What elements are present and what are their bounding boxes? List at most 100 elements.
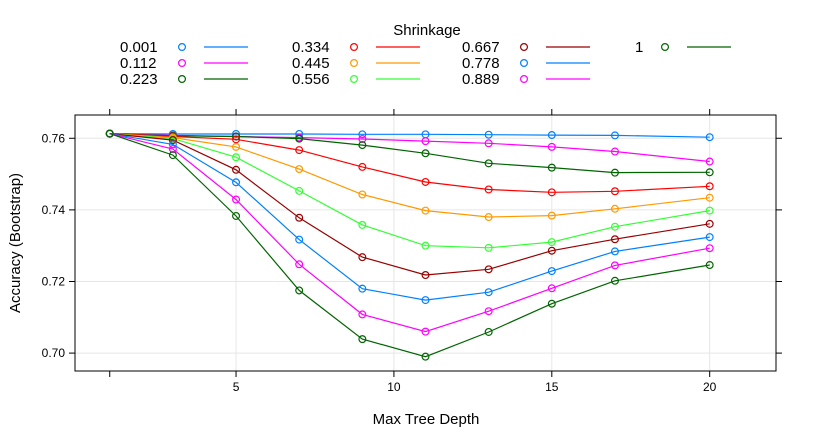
data-point xyxy=(295,165,304,174)
legend-label: 0.556 xyxy=(292,71,330,88)
data-point xyxy=(295,186,304,195)
data-point xyxy=(421,271,430,280)
data-point xyxy=(358,141,367,150)
series-line xyxy=(109,133,710,174)
data-point xyxy=(295,134,304,143)
x-tick-label: 15 xyxy=(545,380,559,394)
data-point xyxy=(358,253,367,262)
legend-marker xyxy=(178,58,187,67)
data-point xyxy=(232,178,241,187)
data-point xyxy=(168,140,177,149)
data-point xyxy=(705,244,714,253)
data-point xyxy=(358,310,367,319)
data-point xyxy=(547,211,556,220)
legend-label: 0.001 xyxy=(120,39,158,56)
data-point xyxy=(610,276,619,285)
data-point xyxy=(610,168,619,177)
data-point xyxy=(421,177,430,186)
legend-item-0.223: 0.223 xyxy=(120,71,248,88)
data-point xyxy=(358,220,367,229)
legend-label: 0.889 xyxy=(462,71,500,88)
data-point xyxy=(295,213,304,222)
data-point xyxy=(421,149,430,158)
data-point xyxy=(168,145,177,154)
x-tick-label: 5 xyxy=(233,380,240,394)
legend-marker xyxy=(350,58,359,67)
legend-item-0.445: 0.445 xyxy=(292,55,420,72)
data-point xyxy=(295,235,304,244)
legend-label: 0.445 xyxy=(292,55,330,72)
series-line xyxy=(109,133,710,193)
data-point xyxy=(232,129,241,138)
data-point xyxy=(484,185,493,194)
legend-item-1: 1 xyxy=(635,39,731,56)
data-point xyxy=(610,204,619,213)
y-tick-label: 0.76 xyxy=(42,131,66,145)
data-point xyxy=(232,153,241,162)
data-point xyxy=(705,219,714,228)
data-point xyxy=(358,190,367,199)
data-point xyxy=(484,130,493,139)
series-0.889 xyxy=(105,129,714,336)
legend-item-0.778: 0.778 xyxy=(462,55,590,72)
legend-item-0.334: 0.334 xyxy=(292,39,420,56)
legend-marker xyxy=(178,74,187,83)
data-point xyxy=(295,286,304,295)
data-point xyxy=(705,261,714,270)
data-point xyxy=(232,142,241,151)
data-point xyxy=(547,284,556,293)
legend-item-0.667: 0.667 xyxy=(462,39,590,56)
data-point xyxy=(547,131,556,140)
legend-item-0.556: 0.556 xyxy=(292,71,420,88)
data-point xyxy=(358,284,367,293)
data-point xyxy=(705,206,714,215)
y-tick-label: 0.74 xyxy=(42,203,66,217)
data-point xyxy=(610,235,619,244)
data-point xyxy=(168,151,177,160)
legend-item-0.001: 0.001 xyxy=(120,39,248,56)
legend-label: 0.778 xyxy=(462,55,500,72)
data-point xyxy=(547,267,556,276)
legend-marker xyxy=(519,58,528,67)
series-1 xyxy=(105,129,714,361)
data-point xyxy=(484,243,493,252)
series-line xyxy=(109,133,710,358)
data-point xyxy=(421,137,430,146)
legend-marker xyxy=(350,74,359,83)
data-point xyxy=(610,261,619,270)
data-point xyxy=(547,238,556,247)
data-point xyxy=(358,130,367,139)
y-tick-label: 0.72 xyxy=(42,274,66,288)
data-point xyxy=(705,157,714,166)
data-point xyxy=(421,206,430,215)
legend-label: 0.667 xyxy=(462,39,500,56)
series-line xyxy=(109,133,710,218)
data-point xyxy=(705,193,714,202)
data-point xyxy=(484,327,493,336)
data-point xyxy=(232,165,241,174)
data-point xyxy=(547,246,556,255)
data-point xyxy=(421,296,430,305)
data-point xyxy=(484,288,493,297)
y-tick-label: 0.70 xyxy=(42,346,66,360)
data-point xyxy=(484,307,493,316)
axes: 5 10 15 20 0.70 0.72 0.74 0.76 xyxy=(42,109,782,394)
data-point xyxy=(484,139,493,148)
data-point xyxy=(547,299,556,308)
data-point xyxy=(295,260,304,269)
data-point xyxy=(610,131,619,140)
legend-marker xyxy=(350,42,359,51)
data-point xyxy=(421,241,430,250)
data-point xyxy=(705,182,714,191)
data-point xyxy=(105,129,114,138)
series-line xyxy=(109,133,710,276)
data-point xyxy=(610,222,619,231)
data-point xyxy=(547,163,556,172)
plot-area xyxy=(74,114,777,372)
series-0.667 xyxy=(105,129,714,280)
series-0.001 xyxy=(105,129,714,142)
legend-label: 1 xyxy=(635,39,643,56)
series-line xyxy=(109,133,710,301)
legend-title: Shrinkage xyxy=(393,22,461,39)
